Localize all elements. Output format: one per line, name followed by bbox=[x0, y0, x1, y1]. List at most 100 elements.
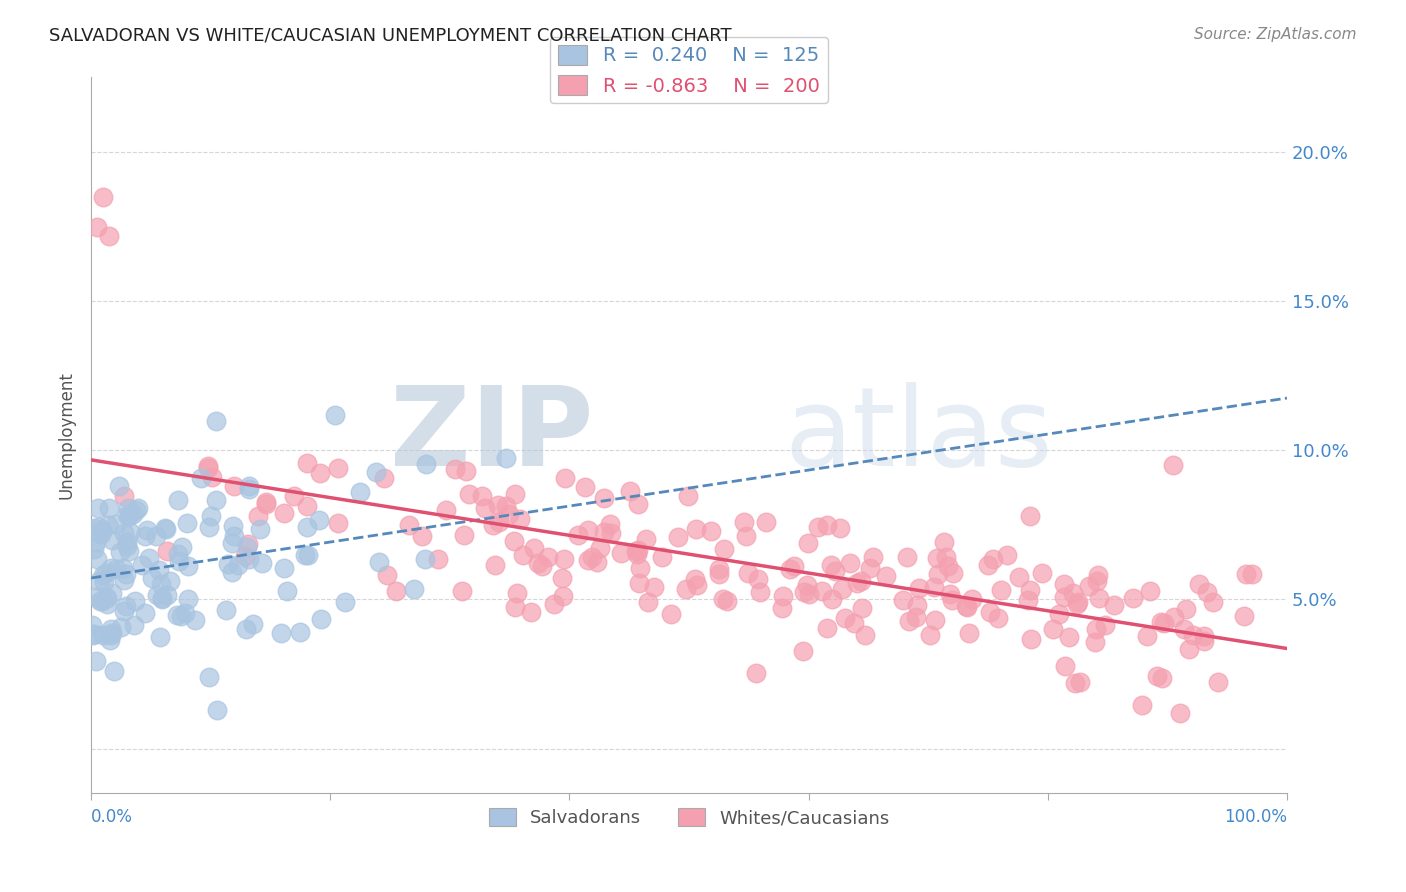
Point bbox=[84, 535, 107, 549]
Point bbox=[979, 605, 1001, 619]
Point bbox=[1181, 628, 1204, 642]
Point bbox=[364, 465, 387, 479]
Text: SALVADORAN VS WHITE/CAUCASIAN UNEMPLOYMENT CORRELATION CHART: SALVADORAN VS WHITE/CAUCASIAN UNEMPLOYME… bbox=[49, 27, 733, 45]
Point bbox=[792, 644, 814, 658]
Point bbox=[170, 540, 193, 554]
Point bbox=[599, 517, 621, 532]
Point bbox=[936, 558, 959, 573]
Point bbox=[498, 507, 520, 521]
Point bbox=[842, 616, 865, 631]
Legend: Salvadorans, Whites/Caucasians: Salvadorans, Whites/Caucasians bbox=[482, 801, 897, 834]
Point bbox=[112, 489, 135, 503]
Point bbox=[118, 525, 141, 540]
Point bbox=[270, 625, 292, 640]
Point bbox=[942, 566, 965, 581]
Point bbox=[398, 518, 420, 533]
Point bbox=[94, 566, 117, 581]
Point bbox=[1008, 570, 1031, 584]
Point bbox=[1177, 642, 1199, 657]
Point bbox=[484, 558, 506, 572]
Point bbox=[254, 495, 277, 509]
Point bbox=[105, 517, 128, 532]
Point bbox=[796, 578, 818, 592]
Point bbox=[273, 507, 295, 521]
Point bbox=[101, 586, 124, 600]
Point bbox=[149, 630, 172, 644]
Point bbox=[91, 594, 114, 608]
Point bbox=[1102, 598, 1125, 612]
Point bbox=[453, 528, 475, 542]
Point bbox=[553, 589, 575, 603]
Text: ZIP: ZIP bbox=[389, 382, 593, 489]
Point bbox=[100, 623, 122, 637]
Point bbox=[112, 573, 135, 587]
Point bbox=[509, 511, 531, 525]
Point bbox=[1241, 567, 1264, 582]
Point bbox=[1054, 659, 1077, 673]
Point bbox=[851, 601, 873, 615]
Point bbox=[118, 508, 141, 523]
Point bbox=[96, 591, 118, 605]
Point bbox=[859, 561, 882, 575]
Point bbox=[308, 513, 330, 527]
Point bbox=[745, 666, 768, 681]
Point bbox=[627, 575, 650, 590]
Point bbox=[411, 529, 433, 543]
Point bbox=[551, 571, 574, 585]
Point bbox=[150, 591, 173, 606]
Point bbox=[368, 555, 391, 569]
Point bbox=[150, 576, 173, 591]
Point bbox=[610, 546, 633, 560]
Point bbox=[488, 515, 510, 529]
Point bbox=[177, 559, 200, 574]
Point bbox=[797, 536, 820, 550]
Point bbox=[221, 519, 243, 533]
Point bbox=[770, 600, 793, 615]
Point bbox=[957, 625, 980, 640]
Point bbox=[205, 703, 228, 717]
Point bbox=[247, 509, 270, 524]
Point bbox=[167, 554, 190, 568]
Point bbox=[1019, 632, 1042, 646]
Point bbox=[1069, 675, 1091, 690]
Point bbox=[711, 592, 734, 607]
Point bbox=[1018, 508, 1040, 523]
Point bbox=[779, 562, 801, 576]
Point bbox=[807, 520, 830, 534]
Point bbox=[90, 526, 112, 541]
Point bbox=[554, 471, 576, 485]
Point bbox=[221, 536, 243, 550]
Point bbox=[576, 553, 599, 567]
Point bbox=[297, 456, 319, 470]
Point bbox=[197, 458, 219, 473]
Point bbox=[1202, 595, 1225, 609]
Point bbox=[100, 628, 122, 642]
Point bbox=[1085, 623, 1108, 637]
Point bbox=[236, 537, 259, 551]
Point bbox=[553, 552, 575, 566]
Point bbox=[755, 515, 778, 529]
Point bbox=[821, 592, 844, 607]
Point bbox=[197, 520, 219, 534]
Point bbox=[308, 466, 330, 480]
Point bbox=[122, 618, 145, 632]
Point bbox=[80, 617, 103, 632]
Point bbox=[134, 606, 156, 620]
Point bbox=[495, 450, 517, 465]
Point bbox=[83, 627, 105, 641]
Point bbox=[482, 517, 505, 532]
Point bbox=[990, 582, 1012, 597]
Point bbox=[117, 534, 139, 549]
Point bbox=[117, 501, 139, 516]
Point bbox=[666, 530, 689, 544]
Point bbox=[250, 556, 273, 570]
Point bbox=[86, 219, 108, 234]
Point bbox=[86, 590, 108, 604]
Point bbox=[845, 575, 868, 590]
Point bbox=[506, 586, 529, 600]
Point bbox=[333, 595, 356, 609]
Point bbox=[589, 541, 612, 555]
Point bbox=[956, 600, 979, 615]
Point bbox=[628, 560, 651, 574]
Point bbox=[82, 628, 104, 642]
